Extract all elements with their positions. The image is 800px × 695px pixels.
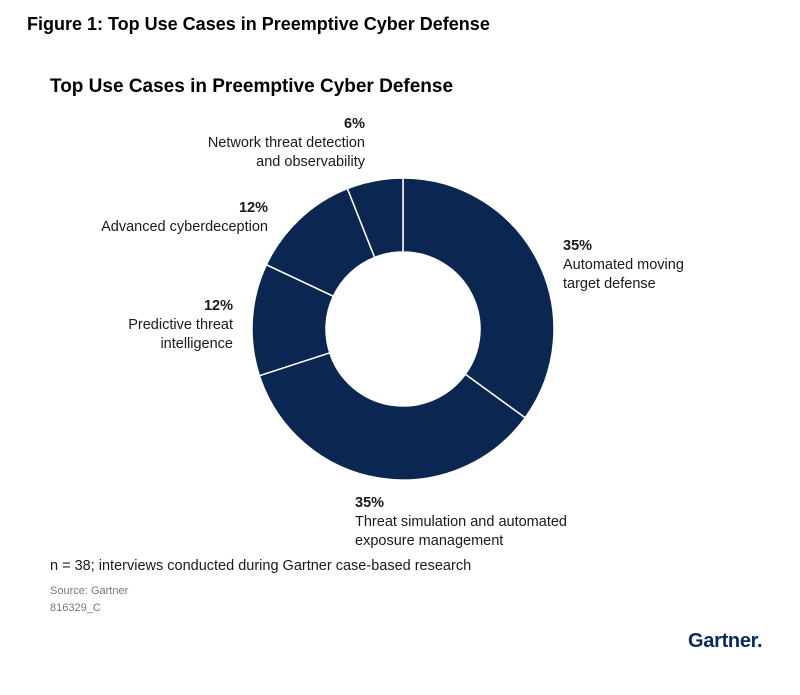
label-text: intelligence: [160, 336, 233, 352]
label-text: Threat simulation and automated: [355, 514, 567, 530]
label-text: target defense: [563, 276, 656, 292]
label-network-threat-detection: 6% Network threat detection and observab…: [160, 115, 365, 172]
label-automated-moving-target-defense: 35% Automated moving target defense: [563, 237, 684, 294]
sample-note: n = 38; interviews conducted during Gart…: [50, 558, 472, 574]
label-text: Automated moving: [563, 257, 684, 273]
label-threat-simulation: 35% Threat simulation and automated expo…: [355, 494, 567, 551]
label-text: Predictive threat: [128, 317, 233, 333]
label-value: 35%: [563, 238, 593, 254]
label-text: Network threat detection: [207, 135, 365, 151]
donut-slice-5: [346, 177, 404, 259]
label-advanced-cyberdeception: 12% Advanced cyberdeception: [60, 199, 268, 237]
label-predictive-threat-intelligence: 12% Predictive threat intelligence: [80, 297, 233, 354]
label-text: exposure management: [355, 533, 504, 549]
gartner-logo: Gartner.: [688, 630, 763, 652]
label-value: 12%: [238, 200, 268, 216]
label-value: 35%: [355, 495, 385, 511]
figure-code: 816329_C: [50, 602, 101, 614]
label-text: Advanced cyberdeception: [101, 219, 268, 235]
logo-text: Gartner: [688, 630, 758, 652]
figure-title: Figure 1: Top Use Cases in Preemptive Cy…: [27, 14, 490, 34]
label-value: 12%: [203, 298, 233, 314]
label-text: and observability: [256, 154, 365, 170]
chart-title: Top Use Cases in Preemptive Cyber Defens…: [50, 76, 454, 97]
donut-slice-2: [258, 351, 527, 481]
label-value: 6%: [344, 116, 365, 132]
donut-slice-1: [402, 177, 555, 419]
source-text: Source: Gartner: [50, 585, 129, 597]
